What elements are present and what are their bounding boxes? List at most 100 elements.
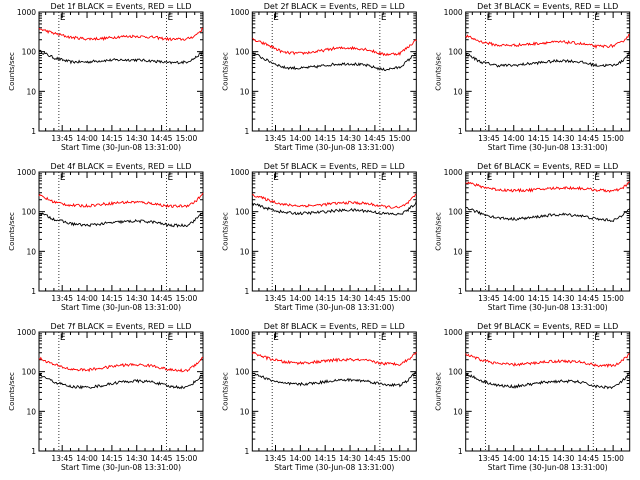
x-tick-label: 15:00 bbox=[602, 134, 624, 143]
events-series-line bbox=[38, 49, 204, 65]
event-marker-label: E bbox=[381, 173, 387, 183]
x-tick-label: 14:45 bbox=[364, 454, 386, 463]
events-series-line bbox=[38, 211, 204, 228]
lld-series-line bbox=[38, 356, 204, 373]
y-axis-label: Counts/sec bbox=[435, 212, 443, 251]
x-tick-label: 15:00 bbox=[389, 454, 411, 463]
chart-title: Det 1f BLACK = Events, RED = LLD bbox=[50, 2, 191, 11]
y-tick-label: 1 bbox=[458, 127, 463, 136]
y-tick-label: 1000 bbox=[17, 8, 36, 17]
chart-title: Det 2f BLACK = Events, RED = LLD bbox=[264, 2, 405, 11]
chart-title: Det 8f BLACK = Events, RED = LLD bbox=[264, 322, 405, 331]
y-tick-label: 1 bbox=[245, 447, 250, 456]
x-tick-label: 14:15 bbox=[101, 134, 123, 143]
x-tick-label: 14:15 bbox=[101, 294, 123, 303]
y-tick-label: 1 bbox=[245, 127, 250, 136]
y-tick-label: 1000 bbox=[444, 328, 463, 337]
chart-title: Det 5f BLACK = Events, RED = LLD bbox=[264, 162, 405, 171]
x-tick-label: 15:00 bbox=[176, 454, 198, 463]
x-tick-label: 15:00 bbox=[602, 454, 624, 463]
x-tick-label: 13:45 bbox=[478, 134, 500, 143]
y-tick-label: 100 bbox=[448, 48, 463, 57]
y-tick-label: 10 bbox=[240, 247, 250, 256]
y-tick-label: 100 bbox=[22, 208, 37, 217]
y-axis-label: Counts/sec bbox=[221, 52, 229, 91]
plot-frame bbox=[251, 331, 417, 452]
event-marker-label: E bbox=[381, 13, 387, 23]
y-tick-label: 1000 bbox=[17, 328, 36, 337]
x-tick-label: 14:15 bbox=[528, 294, 550, 303]
x-tick-label: 14:00 bbox=[290, 294, 312, 303]
lld-series-line bbox=[465, 353, 630, 368]
y-tick-label: 10 bbox=[453, 407, 463, 416]
x-tick-label: 14:30 bbox=[339, 134, 361, 143]
events-series-line bbox=[465, 371, 631, 390]
chart-det-6: Det 6f BLACK = Events, RED = LLD 1 10 100 10… bbox=[435, 162, 631, 312]
y-tick-label: 1 bbox=[458, 447, 463, 456]
plot-frame bbox=[38, 11, 204, 132]
y-axis-label: Counts/sec bbox=[221, 372, 229, 411]
y-tick-label: 10 bbox=[26, 247, 36, 256]
event-marker-label: E bbox=[594, 333, 600, 343]
x-tick-label: 14:45 bbox=[577, 134, 599, 143]
y-axis-label: Counts/sec bbox=[8, 372, 16, 411]
x-tick-label: 15:00 bbox=[602, 294, 624, 303]
y-tick-label: 1000 bbox=[444, 168, 463, 177]
y-tick-label: 10 bbox=[453, 247, 463, 256]
lld-series-line bbox=[465, 181, 630, 193]
y-tick-label: 1 bbox=[458, 287, 463, 296]
x-tick-label: 14:45 bbox=[364, 134, 386, 143]
y-tick-label: 100 bbox=[235, 208, 250, 217]
y-tick-label: 100 bbox=[235, 48, 250, 57]
x-axis-label: Start Time (30-Jun-08 13:31:00) bbox=[274, 463, 394, 472]
x-tick-label: 14:00 bbox=[290, 454, 312, 463]
x-tick-label: 14:45 bbox=[577, 294, 599, 303]
event-marker-label: E bbox=[487, 333, 493, 343]
event-marker-label: E bbox=[594, 13, 600, 23]
lld-series-line bbox=[38, 27, 204, 42]
chart-title: Det 3f BLACK = Events, RED = LLD bbox=[477, 2, 618, 11]
x-tick-label: 14:00 bbox=[76, 294, 98, 303]
chart-det-2: Det 2f BLACK = Events, RED = LLD 1 10 100 10… bbox=[221, 2, 417, 152]
x-tick-label: 14:30 bbox=[126, 134, 148, 143]
x-tick-label: 14:45 bbox=[151, 134, 173, 143]
x-tick-label: 14:00 bbox=[503, 294, 525, 303]
plot-frame bbox=[38, 171, 204, 292]
plot-frame bbox=[38, 331, 204, 452]
y-tick-label: 1 bbox=[31, 127, 36, 136]
chart-det-1: Det 1f BLACK = Events, RED = LLD 1 10 100 10… bbox=[8, 2, 204, 152]
event-marker-label: E bbox=[60, 13, 66, 23]
y-axis-label: Counts/sec bbox=[435, 52, 443, 91]
x-axis-label: Start Time (30-Jun-08 13:31:00) bbox=[61, 143, 181, 152]
x-tick-label: 13:45 bbox=[265, 134, 287, 143]
x-tick-label: 14:15 bbox=[314, 294, 336, 303]
x-tick-label: 13:45 bbox=[51, 134, 73, 143]
event-marker-label: E bbox=[381, 333, 387, 343]
chart-title: Det 9f BLACK = Events, RED = LLD bbox=[477, 322, 618, 331]
y-tick-label: 10 bbox=[240, 87, 250, 96]
event-marker-label: E bbox=[273, 13, 279, 23]
x-tick-label: 13:45 bbox=[51, 454, 73, 463]
x-tick-label: 14:00 bbox=[503, 454, 525, 463]
plot-frame bbox=[251, 171, 417, 292]
chart-det-7: Det 7f BLACK = Events, RED = LLD 1 10 100 10… bbox=[8, 322, 204, 472]
y-tick-label: 100 bbox=[22, 48, 37, 57]
x-axis-label: Start Time (30-Jun-08 13:31:00) bbox=[488, 303, 608, 312]
y-tick-label: 10 bbox=[26, 407, 36, 416]
y-tick-label: 1 bbox=[31, 447, 36, 456]
x-tick-label: 14:30 bbox=[339, 454, 361, 463]
events-series-line bbox=[251, 371, 417, 388]
x-tick-label: 14:30 bbox=[553, 454, 575, 463]
events-series-line bbox=[465, 51, 631, 68]
x-tick-label: 14:15 bbox=[314, 454, 336, 463]
x-tick-label: 15:00 bbox=[389, 294, 411, 303]
y-tick-label: 1000 bbox=[230, 328, 249, 337]
plot-frame bbox=[465, 11, 631, 132]
x-axis-label: Start Time (30-Jun-08 13:31:00) bbox=[61, 463, 181, 472]
lld-series-line bbox=[38, 192, 204, 209]
plot-frame bbox=[251, 11, 417, 132]
event-marker-label: E bbox=[168, 333, 174, 343]
x-axis-label: Start Time (30-Jun-08 13:31:00) bbox=[274, 303, 394, 312]
y-tick-label: 100 bbox=[22, 368, 37, 377]
